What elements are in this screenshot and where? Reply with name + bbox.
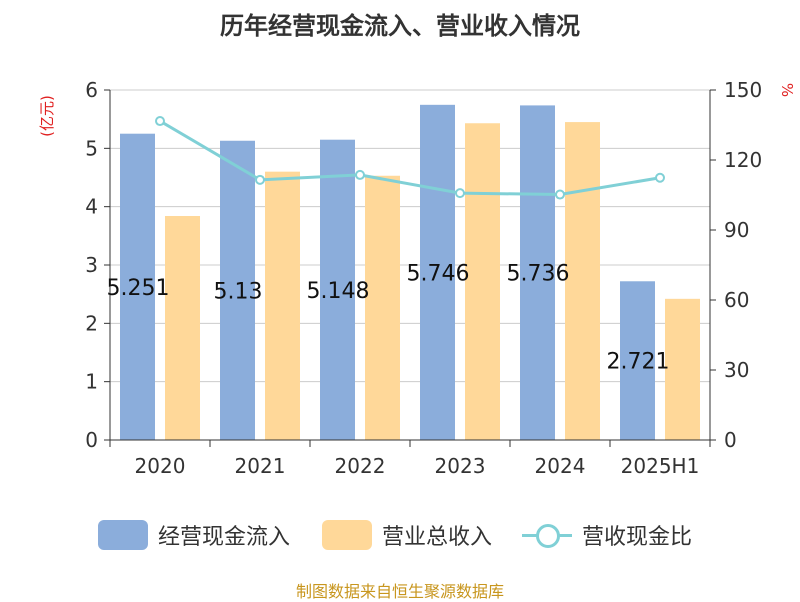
cash-inflow-data-label: 2.721 [607,350,670,375]
right-axis-tick-label: 60 [724,288,749,312]
legend-label-ratio: 营收现金比 [582,525,693,550]
bar-cash-inflow [620,281,655,440]
ratio-point [455,188,465,199]
bar-revenue [165,216,200,440]
left-axis-tick-label: 4 [85,195,98,219]
bar-cash-inflow [120,133,155,441]
chart-title: 历年经营现金流入、营业收入情况 [220,12,580,40]
bar-revenue [665,298,700,440]
cash-inflow-data-label: 5.148 [307,279,370,304]
legend-item-ratio[interactable]: 营收现金比 [522,515,692,555]
bar-cash-inflow [520,105,555,441]
bar-cash-inflow [420,104,455,441]
bar-cash-inflow [320,139,355,440]
legend: 经营现金流入 营业总收入 营收现金比 [0,515,800,555]
x-axis-tick-label: 2021 [235,454,286,478]
ratio-point [355,169,365,180]
grid-lines [110,89,710,383]
x-axis-tick-label: 2024 [535,454,586,478]
right-axis-tick-label: 120 [724,148,762,172]
ratio-line [155,116,665,200]
legend-label-cash-inflow: 经营现金流入 [158,525,291,550]
left-axis-unit: (亿元) [38,95,56,137]
legend-item-revenue[interactable]: 营业总收入 [322,515,492,555]
cash-inflow-data-label: 5.251 [107,276,170,301]
x-axis-tick-label: 2022 [335,454,386,478]
ratio-line-path [159,119,661,197]
right-axis-tick-label: 0 [724,428,737,452]
left-axis-tick-label: 0 [85,428,98,452]
legend-swatch-revenue [322,520,372,550]
left-axis-tick-label: 6 [85,78,98,102]
legend-item-cash-inflow[interactable]: 经营现金流入 [98,515,290,555]
legend-swatch-cash-inflow [98,520,148,550]
legend-label-revenue: 营业总收入 [382,525,493,550]
source-footer: 制图数据来自恒生聚源数据库 [295,582,504,601]
left-axis-tick-label: 5 [85,136,98,160]
cash-inflow-data-label: 5.746 [407,261,470,286]
x-axis-tick-label: 2025H1 [621,454,700,478]
left-axis-tick-label: 2 [85,311,98,335]
right-axis-tick-label: 90 [724,218,749,242]
x-axis-tick-label: 2020 [135,454,186,478]
cash-inflow-data-label: 5.736 [507,262,570,287]
bar-revenue [265,171,300,440]
ratio-point [655,172,665,183]
ratio-point [155,116,165,127]
bars [120,104,700,441]
bar-revenue [365,175,400,440]
left-axis-tick-label: 1 [85,370,98,394]
ratio-point [255,174,265,185]
bar-cash-inflow [220,140,255,440]
bar-revenue [565,122,600,440]
cash-inflow-data-label: 5.13 [214,279,263,304]
right-axis-unit: % [778,83,796,97]
bar-revenue [465,123,500,440]
right-axis-tick-label: 30 [724,358,749,382]
data-labels: 5.251 5.13 5.148 5.746 5.736 2.721 [107,261,670,374]
x-axis-tick-label: 2023 [435,454,486,478]
legend-line-marker-icon [522,520,572,550]
right-axis-tick-label: 150 [724,78,762,102]
left-axis-tick-label: 3 [85,253,98,277]
ratio-point [555,189,565,200]
